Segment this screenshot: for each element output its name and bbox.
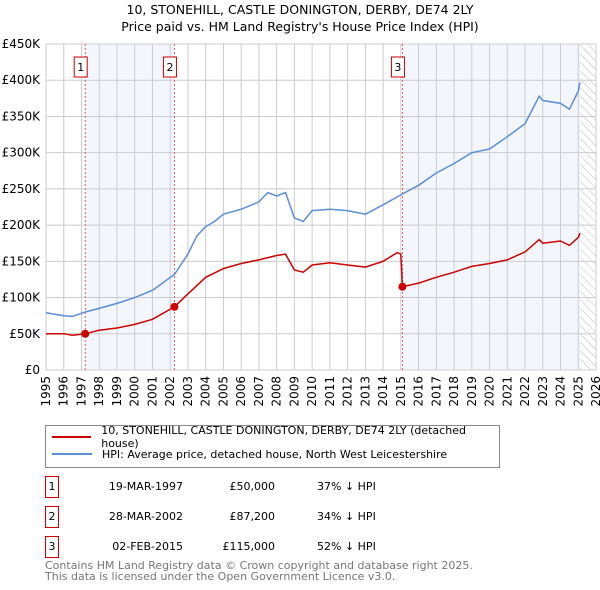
x-tick-label: 2024	[554, 376, 568, 407]
x-tick-label: 2012	[341, 376, 355, 407]
footer-line: This data is licensed under the Open Gov…	[45, 570, 396, 583]
x-tick-label: 1999	[110, 376, 124, 407]
x-tick-label: 2019	[465, 376, 479, 407]
y-tick-label: £350K	[2, 109, 42, 123]
sale-label: 1	[77, 61, 84, 74]
footer-line: Contains HM Land Registry data © Crown c…	[45, 559, 473, 572]
x-tick-label: 2004	[199, 376, 213, 407]
x-tick-label: 2003	[181, 376, 195, 407]
y-tick-label: £200K	[2, 218, 42, 232]
sale-hpi-diff: 52% ↓ HPI	[317, 540, 376, 553]
sale-price: £87,200	[229, 510, 276, 523]
sale-hpi-diff: 37% ↓ HPI	[317, 480, 376, 493]
sale-date: 19-MAR-1997	[108, 480, 183, 493]
shaded-period	[85, 44, 175, 370]
x-tick-label: 2006	[234, 376, 248, 407]
x-tick-label: 2000	[128, 376, 142, 407]
x-tick-label: 2023	[536, 376, 550, 407]
x-tick-label: 2001	[145, 376, 159, 407]
legend-swatch-red	[52, 436, 92, 438]
x-tick-label: 1995	[39, 376, 53, 407]
x-tick-label: 1998	[92, 376, 106, 407]
x-tick-label: 2026	[589, 376, 600, 407]
shaded-period	[402, 44, 581, 370]
x-tick-label: 2017	[429, 376, 443, 407]
sale-price: £115,000	[222, 540, 276, 553]
y-tick-label: £100K	[2, 291, 42, 305]
legend-item-hpi: HPI: Average price, detached house, Nort…	[52, 446, 447, 462]
sale-price: £50,000	[229, 480, 276, 493]
chart-title: 10, STONEHILL, CASTLE DONINGTON, DERBY, …	[126, 2, 474, 17]
y-tick-label: £400K	[2, 73, 42, 87]
x-tick-label: 1996	[57, 376, 71, 407]
x-tick-label: 2015	[394, 376, 408, 407]
x-tick-label: 2016	[412, 376, 426, 407]
sale-point	[398, 282, 407, 291]
sale-date: 02-FEB-2015	[112, 540, 183, 553]
sale-label: 2	[166, 61, 173, 74]
legend-label: 10, STONEHILL, CASTLE DONINGTON, DERBY, …	[101, 424, 466, 450]
sale-label-box	[390, 56, 405, 78]
sale-marker-badge: 2	[45, 506, 59, 528]
x-tick-label: 2013	[358, 376, 372, 407]
x-tick-label: 2014	[376, 376, 390, 407]
y-tick-label: £250K	[2, 182, 42, 196]
x-tick-label: 2020	[483, 376, 497, 407]
legend-item-property: 10, STONEHILL, CASTLE DONINGTON, DERBY, …	[52, 424, 499, 450]
x-tick-label: 2021	[500, 376, 514, 407]
sale-marker-badge: 3	[45, 536, 59, 558]
series-line	[46, 232, 581, 336]
x-tick-label: 2018	[447, 376, 461, 407]
sale-point	[81, 329, 90, 338]
sale-label: 3	[394, 61, 401, 74]
sale-label-box	[73, 56, 88, 78]
x-tick-label: 2002	[163, 376, 177, 407]
x-tick-label: 2022	[518, 376, 532, 407]
sale-date: 28-MAR-2002	[108, 510, 183, 523]
y-tick-label: £450K	[2, 37, 42, 51]
x-tick-label: 1997	[74, 376, 88, 407]
x-tick-label: 2005	[216, 376, 230, 407]
x-tick-label: 2010	[305, 376, 319, 407]
x-tick-label: 2007	[252, 376, 266, 407]
chart-subtitle: Price paid vs. HM Land Registry's House …	[121, 19, 479, 34]
sale-hpi-diff: 34% ↓ HPI	[317, 510, 376, 523]
legend: 10, STONEHILL, CASTLE DONINGTON, DERBY, …	[45, 424, 500, 468]
y-tick-label: £0	[25, 363, 40, 377]
y-tick-label: £50K	[9, 327, 41, 341]
x-tick-label: 2011	[323, 376, 337, 407]
x-tick-label: 2008	[270, 376, 284, 407]
y-tick-label: £150K	[2, 254, 42, 268]
y-tick-label: £300K	[2, 146, 42, 160]
footer: Contains HM Land Registry data © Crown c…	[45, 560, 473, 582]
series-line	[45, 82, 581, 318]
plot-frame	[45, 43, 597, 371]
legend-swatch-blue	[52, 453, 92, 455]
future-hatch	[580, 44, 596, 370]
x-tick-label: 2009	[287, 376, 301, 407]
sale-point	[170, 302, 179, 311]
x-tick-label: 2025	[571, 376, 585, 407]
legend-label: HPI: Average price, detached house, Nort…	[102, 447, 448, 461]
plot-area: £0 £50K £100K £150K £200K £250K £300K £350K £400…	[2, 37, 600, 407]
sale-label-box	[162, 56, 177, 78]
sale-marker-badge: 1	[45, 476, 59, 498]
